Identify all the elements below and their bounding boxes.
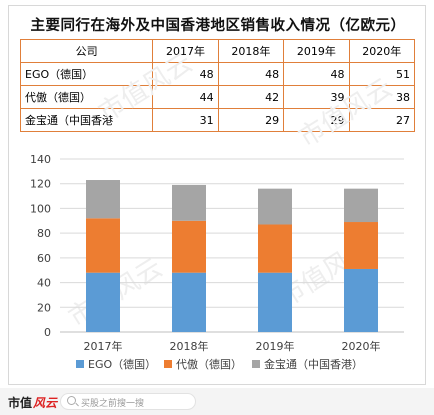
value-cell: 29 — [283, 108, 350, 132]
column-header: 2018年 — [217, 39, 285, 63]
bar-segment — [172, 184, 206, 221]
legend-swatch — [252, 360, 260, 368]
value-cell: 51 — [348, 62, 416, 86]
y-axis-ticks: 0 20 40 60 80 100 120 140 — [30, 153, 51, 339]
table-row: EGO（德国） 48 48 48 51 — [19, 62, 416, 86]
column-header: 2020年 — [348, 39, 416, 63]
y-tick-label: 140 — [30, 153, 51, 166]
footer-bar: 市值风云 买股之前搜一搜 — [0, 388, 434, 415]
table-header-row: 公司 2017年 2018年 2019年 2020年 — [19, 39, 416, 63]
value-cell: 42 — [217, 85, 285, 109]
legend-swatch — [76, 360, 84, 368]
value-cell: 39 — [283, 85, 350, 109]
y-tick-label: 100 — [30, 202, 51, 215]
y-tick-label: 40 — [37, 277, 51, 290]
y-tick-label: 120 — [30, 178, 51, 191]
search-box[interactable]: 买股之前搜一搜 — [60, 393, 196, 410]
y-tick-label: 20 — [37, 301, 51, 314]
x-tick-label: 2019年 — [256, 339, 295, 353]
watermark-text: 市值风云 — [94, 48, 198, 129]
value-cell: 27 — [348, 108, 416, 132]
column-header: 公司 — [19, 39, 154, 63]
site-logo[interactable]: 市值风云 — [8, 394, 57, 411]
search-placeholder: 买股之前搜一搜 — [81, 399, 145, 409]
x-tick-label: 2018年 — [170, 339, 209, 353]
legend-label: 代傲（德国） — [176, 357, 242, 371]
legend-swatch — [164, 360, 172, 368]
search-icon — [67, 396, 76, 405]
y-tick-label: 0 — [44, 326, 51, 339]
logo-accent-text: 风云 — [33, 396, 58, 410]
bar-segment — [86, 218, 120, 273]
x-axis-ticks: 2017年 2018年 2019年 2020年 — [84, 339, 381, 353]
table-row: 代傲（德国） 44 42 39 38 — [19, 85, 416, 109]
x-tick-label: 2020年 — [342, 339, 381, 353]
bar-segment — [258, 188, 292, 225]
watermark-text: 市值风云 — [294, 73, 398, 154]
bar-segment — [86, 272, 120, 332]
value-cell: 48 — [283, 62, 350, 86]
revenue-table: 公司 2017年 2018年 2019年 2020年 EGO（德国） 48 48… — [19, 39, 416, 132]
value-cell: 48 — [152, 62, 219, 86]
value-cell: 48 — [217, 62, 285, 86]
bar-segment — [86, 180, 120, 219]
company-cell: EGO（德国） — [19, 62, 154, 86]
y-tick-label: 60 — [37, 252, 51, 265]
bar-segment — [172, 220, 206, 273]
bar-segment — [344, 188, 378, 223]
table-title: 主要同行在海外及中国香港地区销售收入情况（亿欧元） — [30, 18, 406, 34]
legend-label: 金宝通（中国香港） — [264, 357, 363, 371]
company-cell: 金宝通（中国香港 — [19, 108, 154, 132]
legend-label: EGO（德国） — [88, 357, 156, 371]
table-row: 金宝通（中国香港 31 29 29 27 — [19, 108, 416, 132]
bar-segment — [258, 272, 292, 332]
bar-segment — [344, 222, 378, 269]
bar-segment — [172, 272, 206, 332]
company-cell: 代傲（德国） — [19, 85, 154, 109]
bar-segment — [258, 224, 292, 273]
y-tick-label: 80 — [37, 227, 51, 240]
bar-segment — [344, 268, 378, 332]
legend: EGO（德国） 代傲（德国） 金宝通（中国香港） — [76, 357, 363, 371]
x-tick-label: 2017年 — [84, 339, 123, 353]
value-cell: 31 — [152, 108, 219, 132]
logo-text: 市值 — [8, 396, 33, 410]
bars — [86, 180, 378, 332]
